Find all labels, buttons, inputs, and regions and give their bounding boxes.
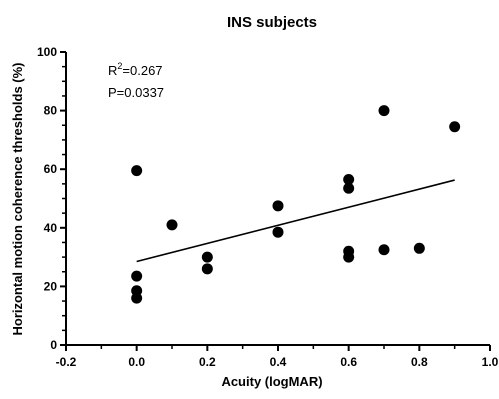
data-point: [131, 292, 143, 304]
data-points: [131, 105, 461, 304]
data-point: [131, 165, 143, 177]
x-tick-label: -0.2: [56, 355, 77, 369]
x-tick-label: 0.8: [411, 355, 428, 369]
x-tick-label: 0.0: [128, 355, 145, 369]
y-tick-label: 100: [37, 45, 57, 59]
x-tick-label: 0.4: [270, 355, 287, 369]
y-tick-label: 0: [50, 338, 57, 352]
data-point: [131, 270, 143, 282]
data-point: [166, 219, 178, 231]
x-tick-label: 0.2: [199, 355, 216, 369]
data-point: [449, 121, 461, 133]
data-point: [378, 244, 390, 256]
data-point: [413, 242, 425, 254]
r-squared-prefix: R: [108, 63, 117, 78]
data-point: [343, 182, 355, 194]
data-point: [343, 251, 355, 263]
x-tick-label: 0.6: [340, 355, 357, 369]
y-tick-label: 60: [44, 162, 58, 176]
data-point: [201, 251, 213, 263]
fit-line-group: [136, 179, 455, 263]
y-tick-label: 40: [44, 221, 58, 235]
r-squared-annotation: R2=0.267: [108, 61, 163, 78]
data-point: [343, 173, 355, 185]
data-point: [378, 105, 390, 117]
y-tick-label: 80: [44, 104, 58, 118]
data-point: [201, 263, 213, 275]
data-point: [272, 200, 284, 212]
ticks: -0.2 0.0 0.2 0.4 0.6 0.8 1.0 0 20 40 60 80 100: [37, 45, 499, 369]
regression-line: [136, 179, 455, 263]
x-tick-label: 1.0: [482, 355, 499, 369]
r-squared-superscript: 2: [117, 61, 122, 71]
p-value-annotation: P=0.0337: [108, 85, 164, 100]
data-point: [272, 226, 284, 238]
x-axis-label: Acuity (logMAR): [221, 374, 322, 389]
y-axis-label: Horizontal motion coherence thresholds (…: [10, 62, 25, 335]
y-tick-label: 20: [44, 279, 58, 293]
chart-title: INS subjects: [227, 14, 317, 31]
r-squared-value: =0.267: [122, 63, 162, 78]
